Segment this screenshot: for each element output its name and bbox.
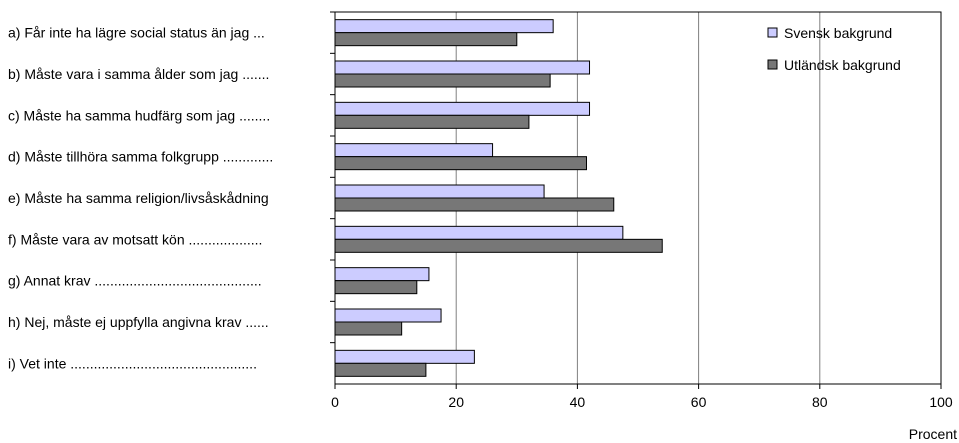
x-tick-label: 20 xyxy=(448,394,464,410)
bar-utlandsk xyxy=(334,321,403,336)
x-axis: 0 20 40 60 80 100 xyxy=(331,384,953,410)
bar-svensk xyxy=(334,60,591,75)
bar-svensk xyxy=(334,101,591,116)
bar-utlandsk xyxy=(334,32,518,47)
bar-utlandsk xyxy=(334,156,587,171)
bar-svensk xyxy=(334,267,430,282)
x-tick-label: 40 xyxy=(570,394,586,410)
category-label: h) Nej, måste ej uppfylla angivna krav .… xyxy=(8,314,269,330)
legend-swatch xyxy=(767,27,778,38)
category-label: g) Annat krav ..........................… xyxy=(8,273,262,289)
category-label: b) Måste vara i samma ålder som jag ....… xyxy=(8,66,269,82)
legend-swatch xyxy=(767,59,778,70)
category-label: i) Vet inte ............................… xyxy=(8,355,257,371)
category-label: d) Måste tillhöra samma folkgrupp ......… xyxy=(8,149,273,165)
category-labels: a) Får inte ha lägre social status än ja… xyxy=(8,11,335,371)
category-label: f) Måste vara av motsatt kön ...........… xyxy=(8,231,262,247)
bar-svensk xyxy=(334,184,545,199)
bar-svensk xyxy=(334,143,494,158)
bar-utlandsk xyxy=(334,362,427,377)
bar-utlandsk xyxy=(334,280,418,295)
category-label: a) Får inte ha lägre social status än ja… xyxy=(8,25,265,41)
x-tick-label: 100 xyxy=(929,394,953,410)
category-label: e) Måste ha samma religion/livsåskådning xyxy=(8,190,269,206)
bar-svensk xyxy=(334,349,475,364)
bar-utlandsk xyxy=(334,197,615,212)
x-axis-label: Procent xyxy=(909,426,957,442)
category-label: c) Måste ha samma hudfärg som jag ......… xyxy=(8,107,270,123)
bar-utlandsk xyxy=(334,238,663,253)
bars xyxy=(334,19,663,377)
x-tick-label: 80 xyxy=(812,394,828,410)
bar-svensk xyxy=(334,19,554,34)
bar-utlandsk xyxy=(334,73,551,88)
x-tick-label: 0 xyxy=(331,394,339,410)
legend: Svensk bakgrund Utländsk bakgrund xyxy=(767,25,901,73)
bar-svensk xyxy=(334,308,442,323)
legend-label: Svensk bakgrund xyxy=(784,25,892,41)
bar-utlandsk xyxy=(334,114,530,129)
legend-label: Utländsk bakgrund xyxy=(784,57,901,73)
bar-svensk xyxy=(334,225,624,240)
x-tick-label: 60 xyxy=(691,394,707,410)
